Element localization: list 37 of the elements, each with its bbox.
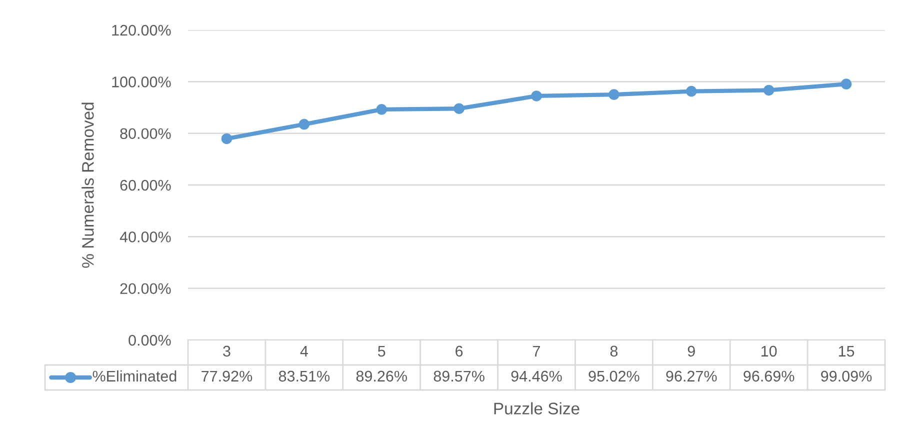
data-label: 99.09% bbox=[821, 370, 872, 382]
x-tick-label: 9 bbox=[688, 346, 695, 357]
point bbox=[454, 103, 464, 114]
data-label: 96.27% bbox=[666, 370, 717, 382]
x-axis-title: Puzzle Size bbox=[494, 402, 580, 414]
legend-label: %Eliminated bbox=[92, 370, 176, 382]
data-label: 83.51% bbox=[278, 370, 330, 382]
x-tick-label: 5 bbox=[378, 346, 386, 357]
point bbox=[608, 89, 620, 100]
data-label: 96.69% bbox=[744, 370, 794, 382]
point bbox=[840, 78, 852, 90]
point bbox=[221, 133, 232, 144]
x-tick-label: 15 bbox=[838, 346, 854, 357]
y-tick-label: 80.00% bbox=[120, 128, 171, 140]
x-tick-label: 10 bbox=[762, 346, 777, 357]
x-tick-label: 6 bbox=[456, 346, 463, 357]
data-label: 89.26% bbox=[356, 370, 407, 382]
point bbox=[763, 84, 774, 96]
y-axis-title: % Numerals Removed bbox=[82, 102, 94, 268]
data-label: 95.02% bbox=[588, 370, 640, 382]
x-tick-label: 8 bbox=[610, 346, 618, 357]
y-tick-label: 120.00% bbox=[112, 24, 171, 36]
y-tick-label: 100.00% bbox=[112, 76, 171, 88]
data-label: 77.92% bbox=[202, 370, 252, 382]
x-tick-label: 4 bbox=[300, 346, 308, 356]
x-tick-label: 3 bbox=[223, 346, 230, 357]
point bbox=[686, 86, 697, 97]
point bbox=[531, 90, 542, 102]
y-tick-label: 40.00% bbox=[120, 232, 171, 242]
point bbox=[298, 118, 310, 130]
data-label: 89.57% bbox=[434, 370, 484, 382]
data-label: 94.46% bbox=[511, 370, 562, 382]
y-tick-label: 0.00% bbox=[128, 334, 171, 346]
y-tick-label: 20.00% bbox=[120, 283, 171, 294]
point bbox=[376, 104, 387, 115]
y-tick-label: 60.00% bbox=[120, 180, 171, 191]
x-tick-label: 7 bbox=[533, 346, 540, 356]
